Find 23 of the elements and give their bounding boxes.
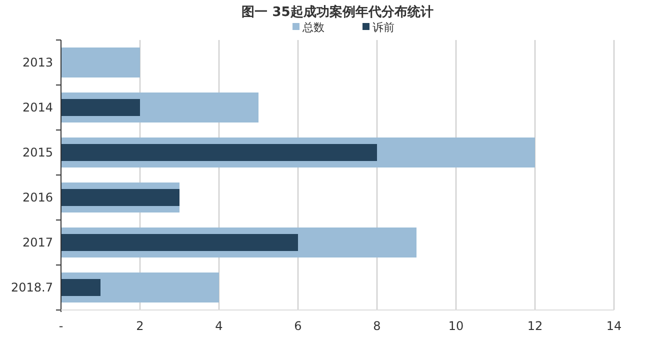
x-tick-label: - [58, 319, 64, 333]
bar [61, 144, 377, 161]
y-tick-label: 2017 [22, 236, 53, 250]
x-tick-label: 8 [373, 319, 381, 333]
x-tick-label: 12 [527, 319, 543, 333]
x-tick-label: 6 [294, 319, 302, 333]
x-tick-label: 2 [136, 319, 144, 333]
y-tick-label: 2013 [22, 56, 53, 70]
legend-label: 诉前 [372, 21, 394, 34]
y-tick-label: 2016 [22, 190, 53, 204]
x-tick-label: 4 [215, 319, 223, 333]
x-tick-label: 14 [606, 319, 622, 333]
legend-label: 总数 [302, 21, 324, 34]
bar [61, 279, 100, 296]
y-tick-label: 2014 [22, 100, 53, 114]
bar [61, 234, 298, 251]
chart-title: 图一 35起成功案例年代分布统计 [242, 4, 434, 20]
y-tick-label: 2018.7 [11, 280, 53, 294]
x-tick-label: 10 [448, 319, 464, 333]
bar [61, 48, 140, 78]
y-tick-label: 2015 [22, 146, 53, 160]
bar [61, 99, 140, 116]
bar [61, 189, 180, 206]
